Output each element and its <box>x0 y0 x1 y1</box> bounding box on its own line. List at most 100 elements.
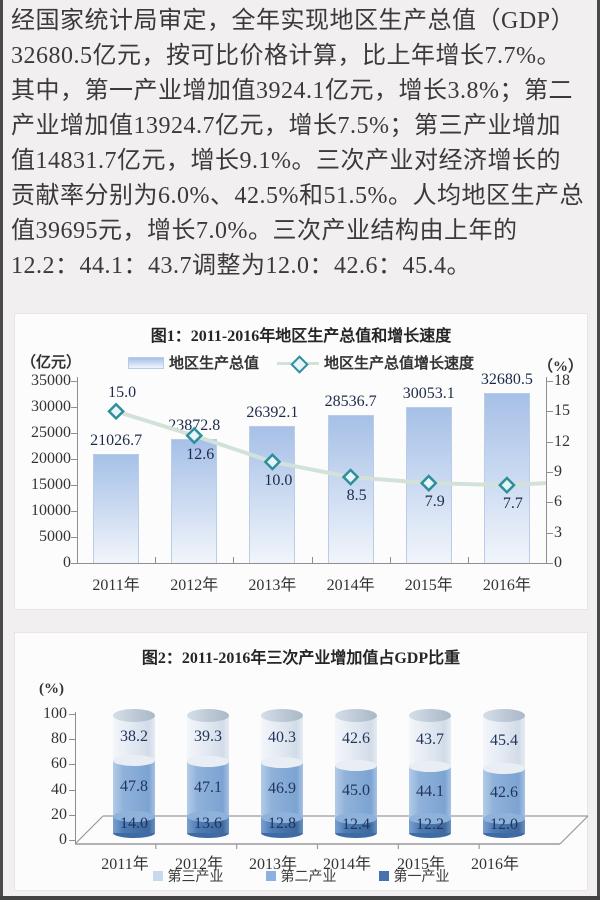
y-axis-tick <box>69 840 75 841</box>
right-axis-tick-label: 0 <box>554 554 562 571</box>
cylinder-bottom-cap <box>113 828 155 838</box>
segment-rim <box>261 757 303 769</box>
left-axis-line <box>77 377 78 564</box>
cylinder-bottom-cap <box>261 828 303 838</box>
tertiary-industry-segment <box>483 715 525 769</box>
legend-label: 地区生产总值 <box>168 356 259 372</box>
growth-value-label: 15.0 <box>108 384 137 402</box>
secondary-industry-segment <box>113 760 155 817</box>
right-axis-tick <box>547 441 553 443</box>
baseline <box>77 563 547 564</box>
cylinder-top-cap <box>409 708 451 722</box>
segment-value-label: 45.0 <box>342 781 370 799</box>
gdp-bar <box>405 406 452 563</box>
category-tick <box>155 557 157 563</box>
chart2-legend: 第三产业 第二产业 第一产业 <box>15 866 587 886</box>
y-axis-tick <box>69 814 75 816</box>
segment-value-label: 12.4 <box>342 815 370 833</box>
left-axis-tick <box>71 563 77 564</box>
right-axis-tick-label: 3 <box>554 523 562 541</box>
paragraph-line: 产业增加值13924.7亿元，增长7.5%；第三产业增加 <box>11 113 561 139</box>
bar-swatch-icon <box>127 356 164 369</box>
cylinder-bottom-cap <box>409 828 451 838</box>
gdp-bar <box>249 425 296 563</box>
segment-value-label: 47.8 <box>120 778 148 796</box>
y-axis-tick <box>69 739 75 741</box>
segment-value-label: 40.3 <box>268 728 296 746</box>
right-axis-tick-label: 18 <box>554 372 570 389</box>
secondary-industry-segment <box>335 765 377 819</box>
paragraph-line: 32680.5亿元，按可比价格计算，比上年增长7.7%。 <box>11 43 561 69</box>
y-axis-tick-label: 0 <box>59 831 67 848</box>
segment-value-label: 13.6 <box>194 814 222 832</box>
segment-value-label: 38.2 <box>120 727 148 745</box>
x-axis-label: 2015年 <box>404 577 453 594</box>
right-axis-tick-label: 12 <box>554 432 570 450</box>
secondary-industry-segment <box>483 768 525 819</box>
percent-axis-unit: (%) <box>39 681 64 697</box>
left-axis-tick-label: 30000 <box>31 398 71 415</box>
right-axis-tick <box>547 411 553 413</box>
segment-value-label: 14.0 <box>120 814 148 832</box>
cylinder-top-cap <box>113 708 155 722</box>
chart1-title: 图1：2011-2016年地区生产总值和增长速度 <box>150 328 452 345</box>
growth-value-label: 8.5 <box>346 487 367 505</box>
left-axis-tick-label: 15000 <box>31 476 71 493</box>
left-axis-unit: （亿元） <box>21 355 82 371</box>
tertiary-industry-segment <box>409 715 451 767</box>
right-axis-tick-label: 9 <box>554 463 562 480</box>
segment-rim <box>335 812 377 824</box>
gdp-summary-paragraph: 经国家统计局审定，全年实现地区生产总值（GDP） 32680.5亿元，按可比价格… <box>11 4 593 284</box>
y-axis-line <box>75 712 76 844</box>
left-axis-tick <box>71 433 77 434</box>
y-axis-tick <box>69 764 75 766</box>
cylinder-top-cap <box>187 708 229 722</box>
segment-rim <box>113 754 155 766</box>
x-axis-label: 2016年 <box>470 856 519 873</box>
segment-rim <box>409 813 451 825</box>
y-axis-tick-label: 60 <box>51 755 67 773</box>
diamond-marker-icon <box>290 354 309 374</box>
legend-swatch-icon <box>265 871 276 881</box>
x-axis-label: 2011年 <box>92 577 140 594</box>
tertiary-industry-segment <box>335 715 377 766</box>
segment-value-label: 47.1 <box>194 779 222 797</box>
y-axis-tick-label: 40 <box>51 780 67 798</box>
cylinder-bottom-cap <box>335 828 377 838</box>
left-axis-tick <box>71 381 77 382</box>
left-axis-tick-label: 25000 <box>31 424 71 441</box>
x-axis-label: 2013年 <box>248 856 297 873</box>
left-axis-tick <box>71 511 77 512</box>
secondary-industry-segment <box>187 761 229 817</box>
paragraph-line: 经国家统计局审定，全年实现地区生产总值（GDP） <box>11 8 576 34</box>
y-axis-tick-label: 80 <box>51 730 67 748</box>
segment-value-label: 12.8 <box>268 815 296 833</box>
left-axis-tick-label: 5000 <box>39 528 71 545</box>
legend-label: 地区生产总值增长速度 <box>324 356 475 372</box>
right-axis-tick <box>547 563 553 564</box>
x-axis-label: 2013年 <box>248 577 297 594</box>
segment-rim <box>187 811 229 823</box>
category-tick <box>467 557 469 563</box>
x-axis-label: 2014年 <box>322 856 371 873</box>
tertiary-industry-segment <box>113 715 155 761</box>
right-axis-unit: （%） <box>537 359 583 375</box>
page-edge-bottom <box>0 896 600 900</box>
legend-swatch-icon <box>152 871 163 881</box>
legend-item: 第三产业 <box>152 866 224 886</box>
left-axis-tick-label: 10000 <box>31 502 71 519</box>
x-axis-label: 2012年 <box>174 856 223 873</box>
y-axis-tick <box>69 789 75 791</box>
x-axis-label: 2015年 <box>396 856 445 873</box>
left-axis-tick-label: 20000 <box>31 450 71 467</box>
segment-rim <box>187 755 229 767</box>
segment-rim <box>483 763 525 775</box>
legend-item: 第二产业 <box>265 866 337 886</box>
legend-item-gdp: 地区生产总值 <box>127 352 259 373</box>
growth-value-label: 10.0 <box>264 471 293 489</box>
gdp-bar <box>483 393 530 563</box>
left-axis-tick-label: 0 <box>63 554 71 571</box>
x-axis-label: 2011年 <box>101 856 149 873</box>
paragraph-line: 贡献率分别为6.0%、42.5%和51.5%。人均地区生产总 <box>11 183 584 209</box>
secondary-industry-segment <box>261 762 303 818</box>
